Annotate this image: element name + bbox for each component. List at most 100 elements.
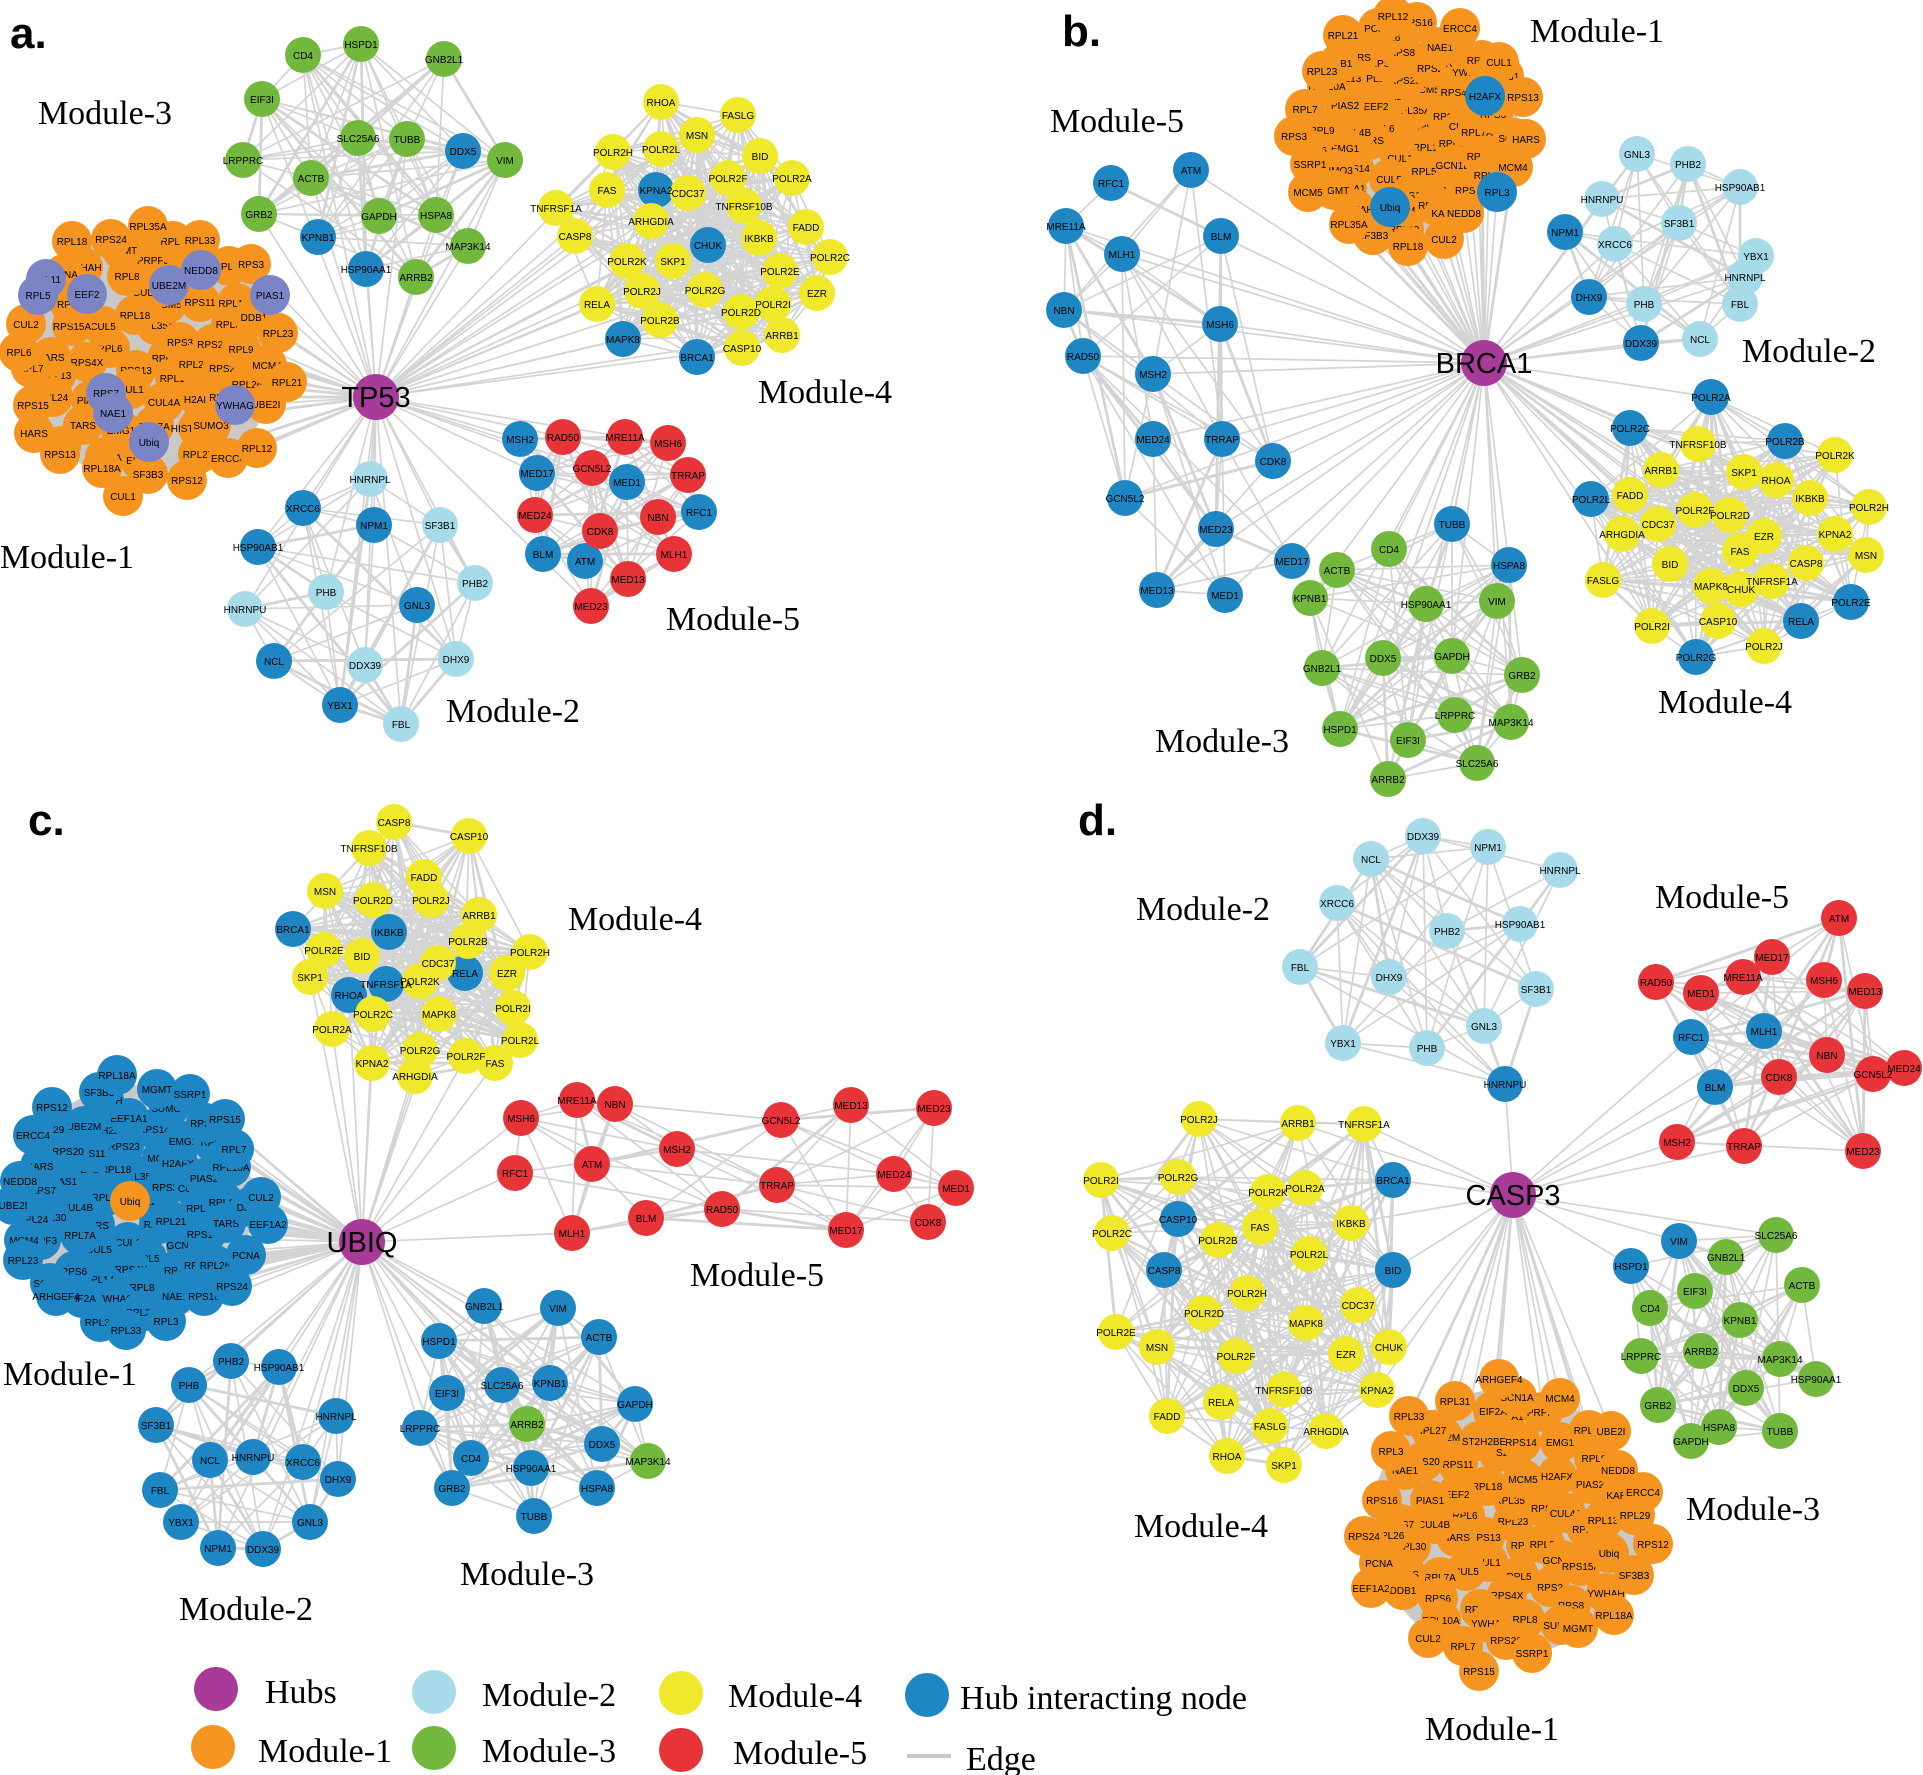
svg-text:CDK8: CDK8 [1766, 1073, 1793, 1084]
svg-text:Edge: Edge [966, 1741, 1036, 1775]
svg-text:RPL6: RPL6 [6, 348, 31, 359]
svg-text:HSPD1: HSPD1 [1323, 725, 1357, 736]
svg-text:RAD50: RAD50 [547, 433, 580, 444]
svg-text:Module-4: Module-4 [758, 374, 892, 411]
svg-text:TNFRSF1A: TNFRSF1A [1338, 1120, 1390, 1131]
svg-text:NCL: NCL [1690, 335, 1710, 346]
svg-text:RPL18: RPL18 [101, 1165, 132, 1176]
svg-text:PHB: PHB [1634, 300, 1655, 311]
svg-text:CHUK: CHUK [1375, 1343, 1404, 1354]
svg-text:HSP90AA1: HSP90AA1 [1401, 600, 1452, 611]
svg-text:RPS14: RPS14 [138, 1125, 170, 1136]
svg-text:ARRB2: ARRB2 [399, 273, 433, 284]
svg-text:RPS12: RPS12 [1637, 1540, 1669, 1551]
svg-text:RELA: RELA [452, 969, 478, 980]
svg-text:KARS: KARS [1606, 1491, 1634, 1502]
svg-text:MAP3K14: MAP3K14 [445, 242, 490, 253]
svg-text:HNRNPL: HNRNPL [1724, 273, 1766, 284]
svg-text:POLR2D: POLR2D [1184, 1309, 1224, 1320]
svg-text:Module-1: Module-1 [258, 1733, 392, 1770]
svg-text:MED23: MED23 [574, 602, 608, 613]
svg-text:RPS15A: RPS15A [1562, 1562, 1601, 1573]
svg-text:CASP3: CASP3 [1465, 1180, 1560, 1212]
svg-text:BID: BID [354, 952, 371, 963]
svg-text:ERCC4: ERCC4 [1626, 1488, 1660, 1499]
svg-text:RPL23: RPL23 [1307, 67, 1338, 78]
svg-text:FBL: FBL [1291, 963, 1310, 974]
svg-text:GCN1L1: GCN1L1 [1436, 161, 1475, 172]
svg-text:RPS3: RPS3 [238, 260, 265, 271]
svg-text:IKBKB: IKBKB [744, 234, 774, 245]
svg-text:XRCC6: XRCC6 [286, 504, 320, 515]
svg-text:SLC25A6: SLC25A6 [337, 134, 380, 145]
svg-text:RPL12: RPL12 [1413, 143, 1444, 154]
svg-text:TARS: TARS [213, 1219, 239, 1230]
svg-text:HARS: HARS [20, 429, 48, 440]
svg-text:UBE2M: UBE2M [67, 1122, 101, 1133]
svg-text:RPS2: RPS2 [164, 1266, 191, 1277]
svg-text:RPL3: RPL3 [1484, 188, 1509, 199]
svg-text:POLR2K: POLR2K [1815, 451, 1855, 462]
svg-text:BRCA1: BRCA1 [276, 925, 310, 936]
svg-text:POLR2H: POLR2H [1227, 1289, 1267, 1300]
svg-text:RPL13: RPL13 [1588, 1516, 1619, 1527]
svg-text:SKP1: SKP1 [1731, 468, 1757, 479]
svg-text:MSH2: MSH2 [506, 435, 534, 446]
svg-text:POLR2C: POLR2C [353, 1010, 393, 1021]
svg-text:EEF2: EEF2 [1444, 1490, 1469, 1501]
svg-text:RPL10A: RPL10A [1422, 1616, 1460, 1627]
svg-text:GAPDH: GAPDH [617, 1400, 653, 1411]
svg-text:XRCC6: XRCC6 [286, 1458, 320, 1469]
svg-text:SSRP1: SSRP1 [174, 1090, 207, 1101]
svg-text:GCN5L2: GCN5L2 [1106, 494, 1145, 505]
svg-text:TNFRSF10B: TNFRSF10B [1255, 1386, 1313, 1397]
svg-text:RPS13: RPS13 [1469, 1533, 1501, 1544]
svg-text:RPL23: RPL23 [152, 354, 183, 365]
svg-text:RPL33: RPL33 [1394, 1412, 1425, 1423]
svg-text:UBE2I: UBE2I [0, 1201, 27, 1212]
svg-text:RPL18A: RPL18A [83, 464, 121, 475]
svg-text:Module-4: Module-4 [1658, 684, 1792, 721]
svg-text:SF3B3: SF3B3 [84, 1088, 115, 1099]
svg-text:RPL7A: RPL7A [1461, 128, 1493, 139]
svg-text:NEDD8: NEDD8 [1601, 1466, 1635, 1477]
svg-text:ERCC4: ERCC4 [1443, 24, 1477, 35]
svg-text:RPS24: RPS24 [95, 235, 127, 246]
svg-text:ARHGDIA: ARHGDIA [392, 1072, 438, 1083]
svg-text:SSRP1: SSRP1 [1294, 160, 1327, 171]
svg-text:HSP90AA1: HSP90AA1 [506, 1464, 557, 1475]
svg-text:PHB2: PHB2 [218, 1357, 245, 1368]
svg-text:RPS15: RPS15 [209, 1115, 241, 1126]
svg-text:CUL1: CUL1 [118, 385, 144, 396]
svg-text:RELA: RELA [584, 300, 610, 311]
svg-text:CUL2: CUL2 [1415, 1634, 1441, 1645]
svg-text:a.: a. [10, 9, 47, 58]
svg-text:GRB2: GRB2 [1508, 671, 1536, 682]
svg-text:PHB: PHB [1417, 1044, 1438, 1055]
svg-text:SF3B1: SF3B1 [141, 1421, 172, 1432]
svg-text:GNL3: GNL3 [404, 601, 431, 612]
svg-text:RPL26: RPL26 [200, 1261, 231, 1272]
svg-text:NCL: NCL [1361, 855, 1381, 866]
svg-text:MED17: MED17 [829, 1226, 863, 1237]
svg-text:RPS16: RPS16 [1401, 18, 1433, 29]
svg-text:BRCA1: BRCA1 [1436, 348, 1533, 380]
svg-text:VIM: VIM [1488, 597, 1506, 608]
svg-text:HSPA8: HSPA8 [1493, 561, 1525, 572]
svg-text:RPL9: RPL9 [1309, 126, 1334, 137]
svg-text:POLR2K: POLR2K [400, 977, 440, 988]
svg-text:GRB2: GRB2 [1644, 1401, 1672, 1412]
svg-text:LRPPRC: LRPPRC [400, 1424, 441, 1435]
svg-text:GNL3: GNL3 [297, 1518, 324, 1529]
svg-text:d.: d. [1078, 796, 1117, 845]
svg-text:POLR2G: POLR2G [1158, 1173, 1199, 1184]
svg-text:RPS23: RPS23 [1389, 76, 1421, 87]
svg-text:MGMT: MGMT [1319, 186, 1350, 197]
svg-text:MCM5: MCM5 [1293, 188, 1323, 199]
svg-text:MED1: MED1 [942, 1184, 970, 1195]
svg-text:PIAS2: PIAS2 [1331, 101, 1360, 112]
svg-text:MSN: MSN [1146, 1343, 1168, 1354]
svg-text:POLR2H: POLR2H [1849, 503, 1889, 514]
svg-text:EIF3I: EIF3I [1396, 736, 1420, 747]
svg-text:PRPF3: PRPF3 [1527, 1408, 1560, 1419]
